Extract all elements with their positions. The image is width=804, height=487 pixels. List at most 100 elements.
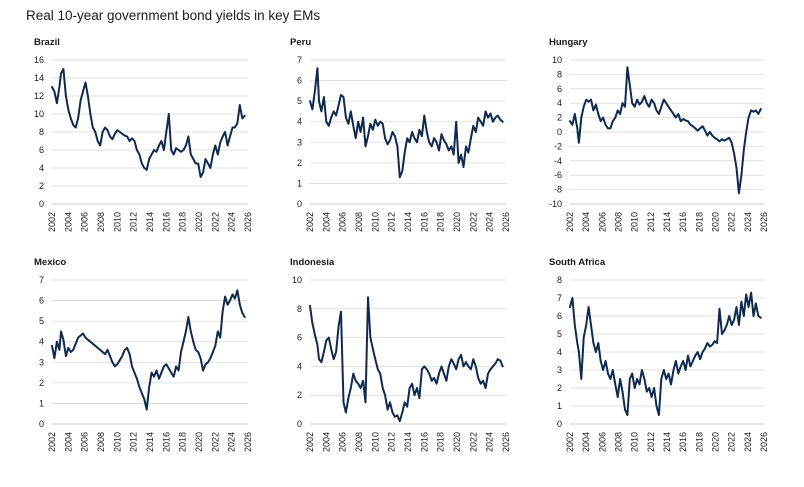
y-tick-label: 2: [39, 181, 44, 191]
y-tick-label: 8: [39, 127, 44, 137]
series-line-brazil: [51, 68, 246, 178]
x-tick-label: 2014: [145, 432, 155, 452]
x-tick-label: 2002: [47, 212, 57, 232]
series-line-south-africa: [569, 291, 762, 416]
series-line-indonesia: [309, 296, 504, 423]
x-tick-label: 2018: [694, 432, 704, 452]
y-tick-label: 3: [39, 357, 44, 367]
y-tick-label: 2: [297, 158, 302, 168]
y-tick-label: -8: [554, 185, 562, 195]
x-tick-label: 2020: [194, 432, 204, 452]
y-tick-label: 2: [297, 390, 302, 400]
x-tick-label: 2018: [436, 432, 446, 452]
x-tick-label: 2006: [597, 212, 607, 232]
panel-title-mexico: Mexico: [34, 257, 66, 268]
y-tick-label: 0: [297, 419, 302, 429]
x-tick-label: 2016: [678, 432, 688, 452]
x-tick-label: 2008: [614, 212, 624, 232]
y-tick-label: 14: [34, 73, 44, 83]
x-tick-label: 2022: [468, 432, 478, 452]
x-tick-label: 2016: [419, 432, 429, 452]
panel-title-south-africa: South Africa: [549, 257, 606, 268]
x-tick-label: 2016: [161, 432, 171, 452]
y-tick-label: 5: [557, 329, 562, 339]
x-tick-label: 2020: [452, 212, 462, 232]
y-tick-label: 4: [557, 98, 562, 108]
x-tick-label: 2004: [581, 212, 591, 232]
x-tick-label: 2004: [63, 432, 73, 452]
x-tick-label: 2024: [743, 432, 753, 452]
y-tick-label: -10: [549, 199, 562, 209]
y-tick-label: 7: [39, 275, 44, 285]
y-tick-label: -6: [554, 170, 562, 180]
x-tick-label: 2008: [354, 212, 364, 232]
x-tick-label: 2018: [436, 212, 446, 232]
panel-mexico: Mexico 0 1 2 3 4 5 6 7 2002 2004 2006 2008 2010 2012 20…: [34, 257, 253, 452]
panel-indonesia: Indonesia 0 2 4 6 8 10 2002 2004 2006 2008 2010 2012…: [290, 257, 511, 452]
x-tick-label: 2018: [178, 432, 188, 452]
x-tick-label: 2020: [194, 212, 204, 232]
panel-brazil: Brazil 0 2 4 6 8 10 12 14 16 2002 2004 2006 2008 2010 2…: [34, 37, 253, 232]
y-tick-label: 4: [297, 117, 302, 127]
y-tick-label: 8: [297, 304, 302, 314]
x-tick-label: 2002: [565, 212, 575, 232]
x-tick-label: 2026: [759, 212, 769, 232]
x-tick-label: 2010: [370, 212, 380, 232]
panel-south-africa: South Africa 0 1 2 3 4 5 6 7 8 2002 2004 2006 2008 201…: [549, 257, 769, 452]
panel-title-hungary: Hungary: [549, 37, 588, 48]
x-tick-label: 2012: [129, 212, 139, 232]
y-tick-label: 4: [557, 347, 562, 357]
x-tick-label: 2010: [370, 432, 380, 452]
x-tick-label: 2002: [305, 212, 315, 232]
x-tick-label: 2018: [178, 212, 188, 232]
y-tick-label: 1: [39, 398, 44, 408]
y-tick-label: 4: [39, 337, 44, 347]
y-tick-label: 7: [297, 55, 302, 65]
x-tick-label: 2002: [305, 432, 315, 452]
x-tick-label: 2022: [210, 432, 220, 452]
x-tick-label: 2012: [387, 432, 397, 452]
y-tick-label: 2: [557, 383, 562, 393]
x-tick-label: 2006: [338, 212, 348, 232]
y-tick-label: 6: [39, 145, 44, 155]
x-tick-label: 2026: [243, 432, 253, 452]
x-tick-label: 2004: [63, 212, 73, 232]
y-tick-label: -2: [554, 141, 562, 151]
y-tick-label: 8: [557, 69, 562, 79]
y-tick-label: 4: [39, 163, 44, 173]
x-tick-label: 2022: [210, 212, 220, 232]
x-tick-label: 2022: [727, 212, 737, 232]
series-line-mexico: [51, 289, 246, 411]
y-tick-label: 16: [34, 55, 44, 65]
x-tick-label: 2020: [711, 432, 721, 452]
x-tick-label: 2024: [227, 212, 237, 232]
y-tick-label: -4: [554, 156, 562, 166]
x-tick-label: 2010: [630, 212, 640, 232]
y-tick-label: 5: [39, 316, 44, 326]
y-tick-label: 7: [557, 293, 562, 303]
x-tick-label: 2020: [452, 432, 462, 452]
y-tick-label: 6: [297, 76, 302, 86]
x-tick-label: 2014: [403, 432, 413, 452]
x-tick-label: 2006: [80, 432, 90, 452]
y-tick-label: 10: [552, 55, 562, 65]
y-tick-label: 3: [297, 137, 302, 147]
y-tick-label: 2: [557, 113, 562, 123]
y-tick-label: 0: [557, 127, 562, 137]
x-tick-label: 2014: [145, 212, 155, 232]
panel-peru: Peru 0 1 2 3 4 5 6 7 2002 2004 2006 2008 2010 2012 2014…: [290, 37, 511, 232]
x-tick-label: 2008: [96, 432, 106, 452]
y-tick-label: 8: [557, 275, 562, 285]
x-tick-label: 2014: [662, 212, 672, 232]
y-tick-label: 0: [557, 419, 562, 429]
x-tick-label: 2026: [501, 212, 511, 232]
x-tick-label: 2010: [630, 432, 640, 452]
panel-title-peru: Peru: [290, 37, 311, 48]
x-tick-label: 2012: [646, 212, 656, 232]
x-tick-label: 2024: [485, 212, 495, 232]
x-tick-label: 2026: [243, 212, 253, 232]
x-tick-label: 2008: [354, 432, 364, 452]
x-tick-label: 2010: [112, 212, 122, 232]
x-tick-label: 2010: [112, 432, 122, 452]
